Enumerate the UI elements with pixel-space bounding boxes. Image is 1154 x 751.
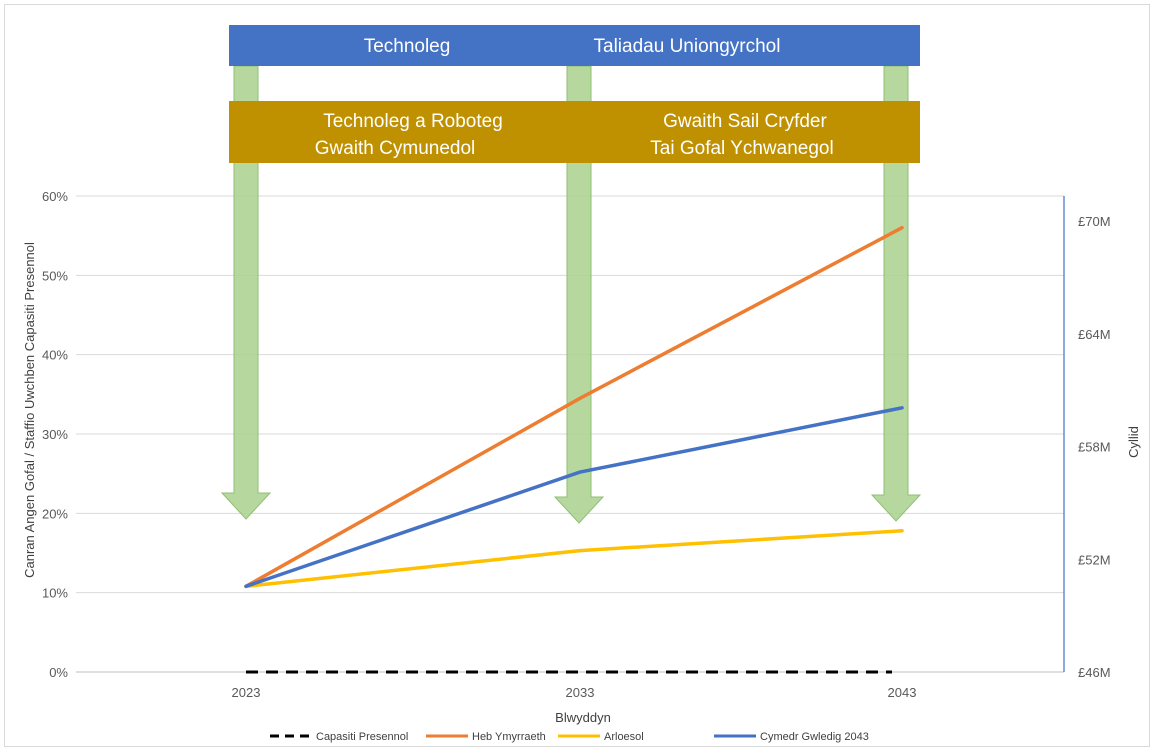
- x-tick-label: 2043: [888, 685, 917, 700]
- top-banner-right-label: Taliadau Uniongyrchol: [594, 36, 781, 57]
- y-tick-label: 50%: [42, 268, 68, 283]
- y-tick-label: 20%: [42, 506, 68, 521]
- middle-banner-right-line1: Gwaith Sail Cryfder: [663, 111, 827, 132]
- x-tick-label: 2023: [232, 685, 261, 700]
- series-lines: [244, 225, 904, 674]
- legend-label: Cymedr Gwledig 2043: [760, 731, 869, 743]
- y2-tick-label: £52M: [1078, 552, 1111, 567]
- series-line-2: [244, 529, 904, 589]
- y-tick-label: 10%: [42, 586, 68, 601]
- legend-label: Heb Ymyrraeth: [472, 731, 546, 743]
- top-banner-bar: [229, 25, 920, 66]
- y2-tick-label: £58M: [1078, 440, 1111, 455]
- top-banner-left-label: Technoleg: [364, 36, 451, 57]
- y-tick-label: 0%: [49, 665, 68, 680]
- y-tick-label: 30%: [42, 427, 68, 442]
- y2-tick-label: £64M: [1078, 327, 1111, 342]
- y2-axis-title: Cyllid: [1126, 426, 1141, 458]
- legend-label: Arloesol: [604, 731, 644, 743]
- y-tick-label: 40%: [42, 348, 68, 363]
- legend: Capasiti Presennol Heb Ymyrraeth Arloesol C…: [270, 731, 869, 743]
- series-line-1: [244, 225, 904, 589]
- y-tick-label: 60%: [42, 189, 68, 204]
- tick-labels: 0% 10% 20% 30% 40% 50% 60% £46M £52M £58M £64M £70M…: [42, 189, 1111, 700]
- y-axis-title: Canran Angen Gofal / Staffio Uwchben Cap…: [22, 242, 37, 578]
- y2-tick-label: £70M: [1078, 214, 1111, 229]
- legend-label: Capasiti Presennol: [316, 731, 408, 743]
- series-line-3: [244, 406, 904, 589]
- x-axis-title: Blwyddyn: [555, 710, 611, 725]
- middle-banner-bar: [229, 101, 920, 163]
- middle-banner-left-line2: Gwaith Cymunedol: [315, 138, 476, 159]
- top-banner: Technoleg Taliadau Uniongyrchol: [229, 25, 920, 66]
- arrows: [220, 65, 922, 524]
- middle-banner-right-line2: Tai Gofal Ychwanegol: [650, 138, 833, 159]
- middle-banner: Technoleg a Roboteg Gwaith Cymunedol Gwa…: [229, 101, 920, 163]
- y2-tick-label: £46M: [1078, 665, 1111, 680]
- middle-banner-left-line1: Technoleg a Roboteg: [323, 111, 503, 132]
- x-tick-label: 2033: [566, 685, 595, 700]
